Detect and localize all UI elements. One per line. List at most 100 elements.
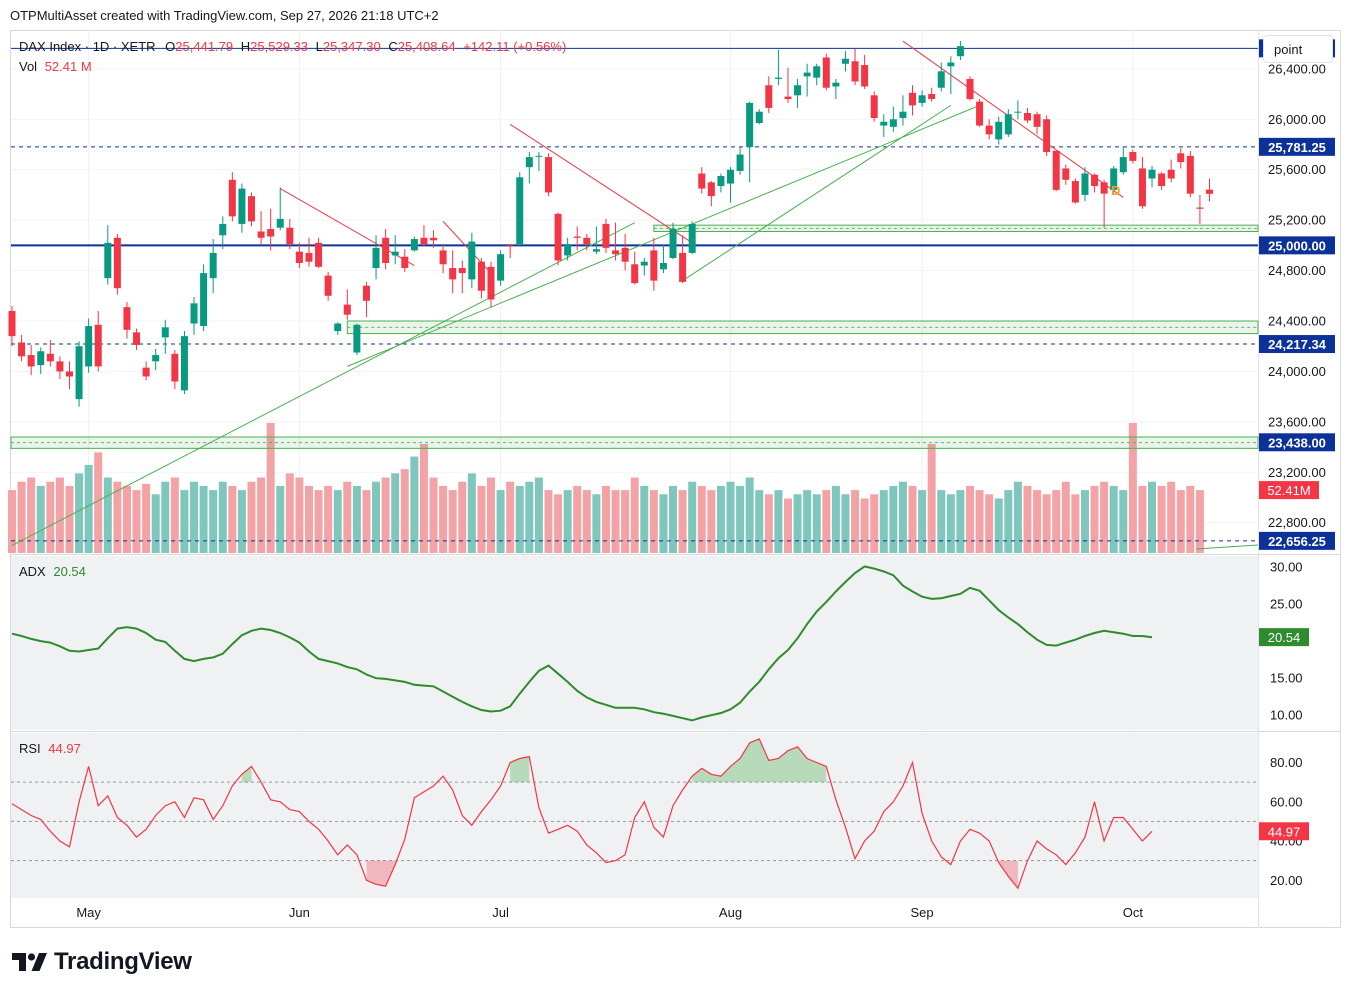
price-tick-label: 26,000.00: [1268, 112, 1326, 127]
candle-body: [1052, 150, 1060, 190]
candle-body: [382, 237, 390, 263]
volume-bar: [966, 485, 974, 553]
candle-body: [1167, 169, 1175, 179]
candle-body: [1110, 168, 1118, 190]
volume-bar: [563, 490, 572, 553]
candle-body: [516, 177, 524, 245]
candle-body: [602, 223, 610, 248]
candle-body: [152, 355, 160, 362]
candle-body: [909, 92, 917, 106]
volume-value: 52.41 M: [44, 59, 92, 74]
price-scale-mode-button[interactable]: point: [1263, 35, 1333, 63]
candle-body: [362, 285, 370, 301]
volume-bar: [688, 481, 697, 553]
volume-bar: [611, 490, 620, 553]
volume-bar: [1033, 490, 1042, 553]
volume-bar: [218, 481, 227, 553]
volume-bar: [1023, 485, 1032, 553]
rsi-tick-label: 20.00: [1270, 873, 1303, 888]
high-value: 25,529.33: [250, 39, 308, 54]
x-tick-label: Sep: [911, 905, 934, 920]
volume-bar: [515, 485, 524, 553]
volume-bar: [266, 423, 275, 553]
candle-body: [104, 242, 112, 279]
candle-body: [822, 57, 830, 88]
candle-body: [420, 237, 428, 245]
price-pane: [11, 31, 1258, 553]
volume-bar: [247, 481, 256, 553]
candle-body: [784, 96, 792, 100]
volume-bar: [889, 485, 898, 553]
candle-body: [200, 273, 208, 327]
volume-bar: [1071, 494, 1080, 553]
price-tick-label: 25,200.00: [1268, 213, 1326, 228]
price-level-badge-label: 22,656.25: [1268, 534, 1326, 549]
candle-body: [1138, 168, 1146, 207]
chart-attribution: OTPMultiAsset created with TradingView.c…: [10, 8, 439, 23]
candle-body: [918, 95, 926, 103]
candle-body: [717, 176, 725, 187]
candle-body: [985, 125, 993, 135]
tradingview-logo-icon: [12, 953, 47, 971]
volume-bar: [295, 477, 304, 553]
close-label: C: [388, 39, 398, 54]
volume-bar: [314, 490, 323, 553]
volume-bar: [918, 490, 927, 553]
volume-bar: [812, 494, 821, 553]
candle-body: [391, 251, 399, 256]
candle-body: [1177, 153, 1185, 163]
high-label: H: [240, 39, 251, 54]
volume-bar: [1080, 490, 1089, 553]
candle-body: [94, 324, 102, 367]
volume-bar: [381, 477, 390, 553]
volume-bar: [851, 490, 860, 553]
volume-bar: [908, 485, 917, 553]
volume-bar: [736, 485, 745, 553]
volume-bar: [276, 485, 285, 553]
tradingview-logo[interactable]: TradingView: [12, 948, 192, 976]
candle-body: [75, 346, 83, 400]
candle-body: [1071, 181, 1079, 203]
candle-body: [1033, 114, 1041, 127]
candle-body: [1196, 207, 1204, 209]
candle-body: [487, 266, 495, 300]
volume-bar: [122, 485, 131, 553]
volume-bar: [477, 485, 486, 553]
volume-bar: [1186, 485, 1195, 553]
volume-bar: [1052, 490, 1061, 553]
adx-pane: [11, 556, 1258, 730]
volume-bar: [573, 485, 582, 553]
rsi-zone-fill: [998, 860, 1018, 889]
price-legend: DAX Index · 1D · XETR O25,441.79 H25,529…: [19, 39, 566, 54]
volume-bar: [161, 481, 170, 553]
volume-bar: [956, 490, 965, 553]
price-level-badge-label: 25,000.00: [1268, 238, 1326, 253]
candle-body: [228, 179, 236, 217]
adx-legend: ADX 20.54: [19, 564, 86, 579]
candle-body: [640, 261, 648, 266]
symbol-title: DAX Index · 1D · XETR: [19, 39, 156, 54]
volume-bar: [17, 481, 26, 553]
candle-body: [18, 342, 26, 357]
candle-body: [679, 252, 687, 282]
candle-body: [1014, 111, 1022, 113]
volume-bar: [1013, 481, 1022, 553]
volume-badge: [1259, 481, 1319, 500]
price-level-badge: [1259, 335, 1335, 354]
candle-body: [286, 227, 294, 245]
low-label: L: [315, 39, 323, 54]
candle-body: [1206, 189, 1213, 194]
volume-bar: [170, 477, 179, 553]
volume-bar: [237, 490, 246, 553]
candle-body: [698, 173, 706, 189]
volume-bar: [697, 485, 706, 553]
volume-bar: [257, 477, 266, 553]
volume-bar: [1128, 423, 1137, 553]
candle-body: [928, 94, 936, 100]
rsi-tick-label: 80.00: [1270, 755, 1303, 770]
chart-frame: [10, 30, 1341, 928]
tradingview-logo-text: TradingView: [54, 948, 192, 975]
candle-body: [1148, 169, 1156, 179]
price-tick-label: 25,600.00: [1268, 162, 1326, 177]
